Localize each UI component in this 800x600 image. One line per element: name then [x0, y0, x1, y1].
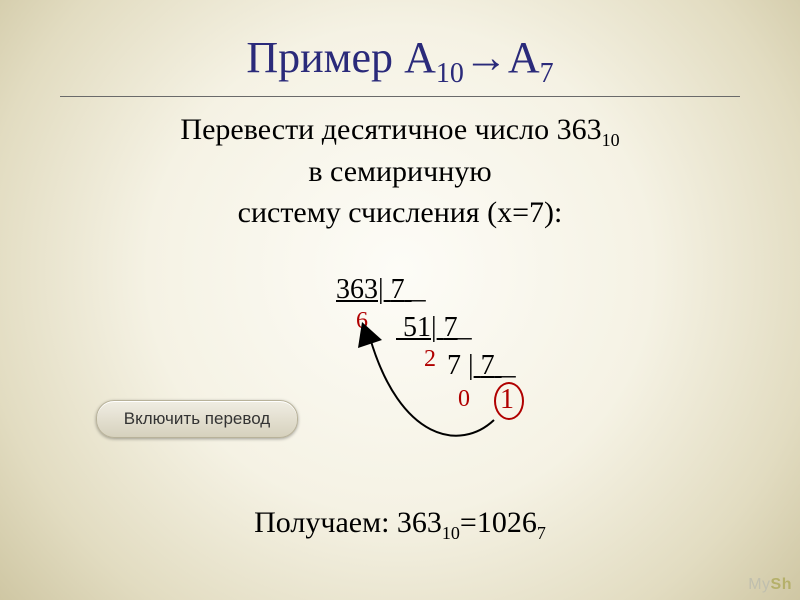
- div-remainder-1: 6: [356, 308, 368, 335]
- div-row1-divisor: 7: [391, 274, 405, 305]
- slide: Пример A10→A7 Перевести десятичное число…: [0, 0, 800, 600]
- div-row2-dividend: 51: [403, 312, 431, 343]
- watermark-b: Sh: [771, 576, 792, 593]
- div-row2-divisor: 7: [444, 312, 458, 343]
- translate-button[interactable]: Включить перевод: [96, 400, 298, 438]
- task-line1: Перевести десятичное число 363: [180, 113, 601, 146]
- div-remainder-2: 2: [424, 346, 436, 373]
- div-row3: 7 | 7 _: [440, 350, 516, 382]
- div-row3-dividend: 7: [447, 350, 461, 381]
- div-remainder-3: 0: [458, 386, 470, 413]
- translate-button-label: Включить перевод: [124, 409, 270, 428]
- task-line2: в семиричную: [308, 155, 491, 188]
- title-prefix: Пример: [246, 33, 404, 82]
- page-title: Пример A10→A7: [0, 32, 800, 90]
- div-row1: 363| 7 _: [336, 274, 426, 306]
- watermark: MySh: [748, 576, 792, 594]
- title-arrow: →: [464, 33, 508, 82]
- task-text: Перевести десятичное число 36310 в семир…: [0, 110, 800, 233]
- div-row2: 51| 7_: [396, 312, 472, 344]
- title-rule: [60, 96, 740, 97]
- div-row1-dividend: 363: [336, 274, 378, 305]
- answer-sub1: 10: [442, 523, 460, 543]
- answer-mid: =1026: [460, 506, 537, 539]
- title-var-b: A: [508, 33, 540, 82]
- answer-sub2: 7: [537, 523, 546, 543]
- title-var-a: A: [404, 33, 436, 82]
- watermark-a: My: [748, 576, 770, 593]
- task-line3: систему счисления (x=7):: [238, 196, 563, 229]
- div-row3-divisor: 7: [481, 350, 495, 381]
- title-from-base: 10: [436, 58, 464, 89]
- title-to-base: 7: [540, 58, 554, 89]
- task-line1-sub: 10: [602, 130, 620, 150]
- answer-text: Получаем: 36310=10267: [0, 506, 800, 544]
- final-quotient-circle: [494, 382, 524, 420]
- answer-prefix: Получаем: 363: [254, 506, 442, 539]
